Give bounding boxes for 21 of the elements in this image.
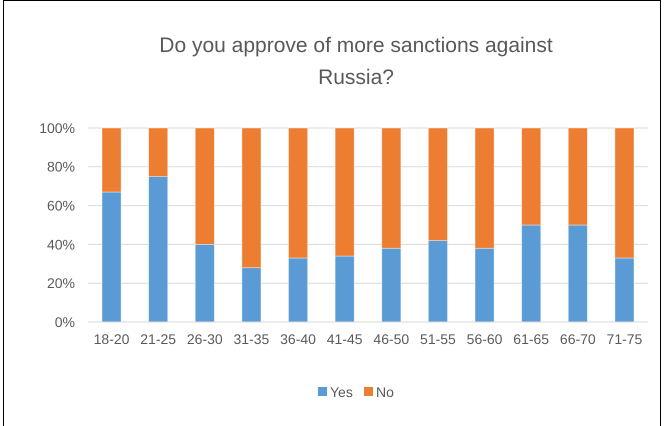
x-tick-label: 61-65 [513, 331, 550, 347]
x-tick-label: 46-50 [373, 331, 410, 347]
x-tick-label: 71-75 [606, 331, 643, 347]
x-tick-label: 66-70 [560, 331, 596, 347]
y-tick-label: 20% [46, 275, 75, 292]
y-tick-label: 100% [39, 120, 75, 136]
x-tick-label: 56-60 [466, 331, 503, 347]
y-tick-label: 40% [46, 236, 75, 252]
x-tick-label: 36-40 [280, 331, 316, 347]
x-tick-label: 51-55 [420, 331, 456, 347]
x-tick-label: 18-20 [94, 331, 130, 347]
y-tick-label: 60% [46, 198, 75, 214]
x-tick-label: 21-25 [140, 331, 176, 347]
legend-label: No [376, 384, 394, 400]
y-tick-label: 0% [54, 314, 75, 330]
y-tick-label: 80% [46, 158, 75, 175]
x-tick-label: 26-30 [186, 331, 223, 347]
legend-label: Yes [330, 384, 353, 400]
chart-title: Do you approve of more sanctions against Russia? [159, 34, 553, 89]
x-tick-label: 41-45 [326, 331, 363, 347]
x-tick-label: 31-35 [234, 331, 270, 347]
